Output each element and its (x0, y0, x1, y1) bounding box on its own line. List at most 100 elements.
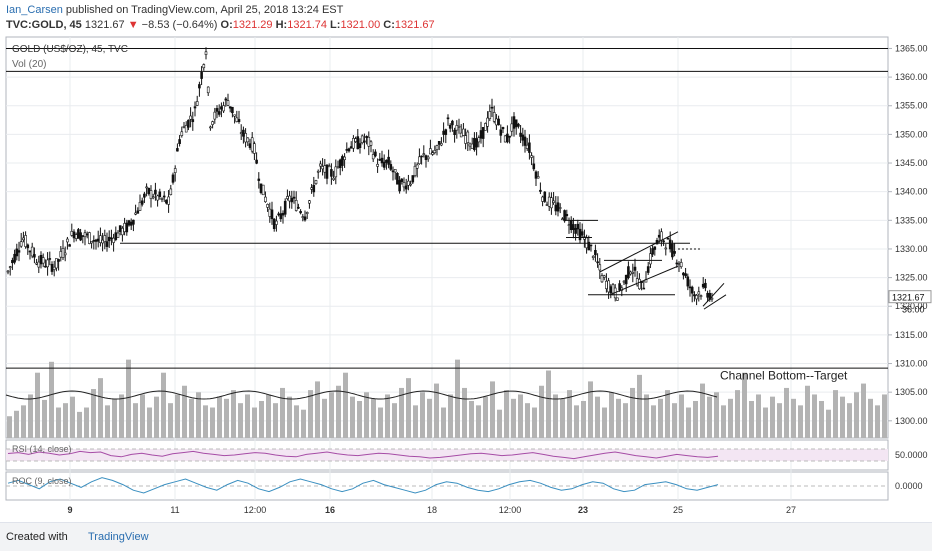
volume-bar (644, 394, 649, 438)
candle-body (72, 231, 76, 239)
publish-line: Ian_Carsen published on TradingView.com,… (6, 4, 343, 16)
candle-body (215, 108, 219, 112)
candle-body (134, 212, 137, 215)
candle-body (528, 142, 531, 153)
volume-bar (280, 387, 285, 438)
candle-body (363, 140, 366, 143)
candle-body (57, 259, 60, 262)
candle-body (519, 132, 522, 137)
candle-body (209, 126, 212, 129)
chart-header: Ian_Carsen published on TradingView.com,… (0, 0, 932, 36)
candle-body (611, 284, 615, 294)
candle-body (13, 253, 16, 263)
candle-body (657, 234, 661, 238)
volume-bar (714, 392, 719, 438)
candle-body (77, 229, 80, 239)
candle-body (547, 196, 551, 207)
volume-bar (735, 390, 740, 438)
candle-body (347, 148, 351, 152)
x-tick-label: 16 (325, 505, 335, 515)
volume-bar (371, 398, 376, 438)
volume-bar (350, 396, 355, 438)
y-tick-label: 1365.00 (895, 43, 928, 53)
candle-body (633, 266, 637, 271)
candle-body (497, 118, 500, 126)
candle-body (275, 220, 278, 225)
last-price-badge (888, 290, 932, 304)
volume-bar (119, 394, 124, 438)
candle-body (572, 224, 575, 231)
published-text: published on TradingView.com, April 25, … (62, 4, 344, 16)
candle-body (409, 183, 412, 186)
candle-body (15, 248, 19, 257)
candle-body (198, 84, 201, 89)
volume-bar (756, 394, 761, 438)
candle-body (609, 286, 613, 294)
candle-body (367, 136, 371, 147)
candle-body (79, 232, 82, 241)
candle-body (484, 123, 487, 131)
volume-bar (637, 374, 642, 438)
candle-body (374, 151, 377, 157)
volume-bar (322, 398, 327, 438)
candle-body (360, 135, 364, 143)
candle-body (679, 262, 683, 268)
tradingview-logo-link[interactable]: TradingView (88, 531, 149, 543)
candle-body (341, 156, 344, 166)
volume-bar (175, 394, 180, 438)
candle-body (345, 149, 349, 151)
candle-body (354, 138, 357, 142)
candle-body (338, 159, 342, 169)
candle-body (598, 264, 602, 271)
price-chart[interactable]: 1365.00 1360.00 1355.00 1350.00 1345.00 1340.… (0, 0, 932, 522)
candle-body (358, 143, 362, 148)
author-link[interactable]: Ian_Carsen (6, 4, 63, 16)
candle-body (596, 261, 599, 264)
roc-tick-label: 0.0000 (895, 481, 923, 491)
candle-body (162, 195, 166, 198)
low-value: 1321.00 (340, 19, 381, 31)
volume-bar (504, 390, 509, 438)
y-tick-label: 1345.00 (895, 158, 928, 168)
candle-body (299, 211, 302, 214)
volume-bar (231, 390, 236, 438)
volume-bar (581, 400, 586, 438)
candle-body (22, 237, 25, 241)
candle-body (173, 168, 177, 173)
x-tick-label: 27 (786, 505, 796, 515)
candle-body (228, 106, 232, 109)
x-tick-label: 11 (170, 505, 179, 515)
candle-body (28, 250, 32, 253)
candle-body (385, 159, 388, 163)
candle-body (253, 143, 256, 154)
volume-bar (406, 378, 411, 438)
candle-body (352, 138, 355, 149)
y-tick-label: 1340.00 (895, 187, 928, 197)
volume-bar (546, 370, 551, 438)
volume-bar (427, 398, 432, 438)
candle-body (156, 195, 159, 201)
volume-bar (245, 394, 250, 438)
candle-body (52, 266, 56, 270)
volume-bar (490, 381, 495, 438)
y-tick-label: 1300.00 (895, 416, 928, 426)
candle-body (147, 187, 151, 194)
candle-body (413, 165, 417, 177)
candle-body (59, 251, 63, 258)
candle-body (272, 218, 276, 230)
candle-body (488, 111, 492, 119)
candle-body (96, 238, 100, 242)
y-tick-label: 1305.00 (895, 387, 928, 397)
candle-body (567, 224, 571, 227)
candle-body (39, 255, 43, 265)
candle-body (261, 184, 265, 196)
candle-body (539, 189, 542, 192)
candle-body (589, 244, 593, 247)
candle-body (112, 237, 115, 243)
volume-bar (308, 390, 313, 438)
candle-body (662, 240, 665, 243)
candle-body (151, 196, 155, 199)
candle-body (204, 51, 208, 55)
candle-body (477, 137, 481, 143)
volume-bar (749, 400, 754, 438)
